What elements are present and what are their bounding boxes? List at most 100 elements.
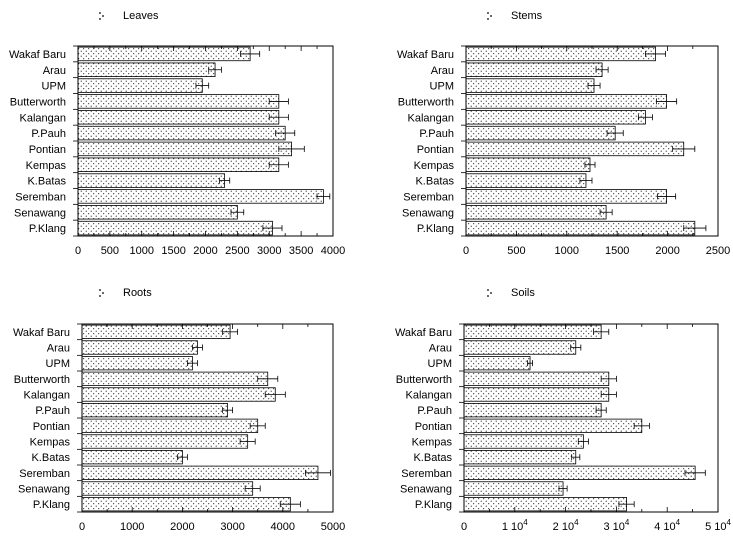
category-label-pontian: Pontian (33, 421, 70, 433)
category-label-kalangan: Kalangan (408, 112, 455, 124)
category-label-seremban: Seremban (19, 468, 70, 480)
bar-wakaf-baru (77, 46, 251, 62)
category-label-arau: Arau (431, 65, 454, 77)
bar-arau (465, 62, 603, 77)
bar-senawang (465, 205, 607, 220)
bar-arau (77, 62, 216, 77)
bar-k-batas (77, 173, 226, 188)
category-label-p-klang: P.Klang (415, 499, 452, 511)
category-label-k-batas: K.Batas (27, 176, 66, 188)
category-label-p-pauh: P.Pauh (417, 405, 452, 417)
panel-roots: Roots Wakaf Baru Arau UPM Butterworth Kalanga… (13, 287, 345, 533)
category-label-k-batas: K.Batas (415, 176, 454, 188)
bar-p-klang (77, 220, 273, 236)
bar-seremban (81, 465, 319, 480)
bar-k-batas (81, 450, 183, 465)
bar-wakaf-baru (465, 46, 656, 62)
category-label-p-pauh: P.Pauh (419, 128, 454, 140)
bar-arau (81, 340, 198, 355)
x-tick-label: 0 (79, 521, 85, 533)
legend-label: Leaves (123, 10, 159, 22)
x-tick-label: 1 104 (502, 518, 528, 533)
bar-butterworth (463, 371, 610, 386)
x-tick-label: 1500 (161, 245, 185, 257)
category-label-butterworth: Butterworth (398, 96, 454, 108)
bar-kalangan (465, 110, 646, 125)
bar-pontian (81, 418, 259, 433)
bar-seremban (463, 465, 696, 480)
bar-p-klang (465, 220, 696, 236)
bar-p-klang (463, 497, 627, 512)
category-label-pontian: Pontian (415, 421, 452, 433)
x-tick-label: 4000 (321, 245, 345, 257)
category-label-kempas: Kempas (26, 160, 67, 172)
category-label-kempas: Kempas (412, 437, 453, 449)
x-tick-label: 2000 (193, 245, 217, 257)
x-tick-label: 5000 (321, 521, 345, 533)
legend-label: Soils (511, 287, 535, 299)
panel-stems: Stems Wakaf Baru Arau UPM Butterworth Kalanga… (397, 10, 730, 257)
x-tick-label: 4000 (271, 521, 295, 533)
bar-kempas (81, 434, 249, 449)
bar-senawang (77, 205, 238, 220)
x-tick-label: 3000 (257, 245, 281, 257)
x-tick-label: 1000 (130, 245, 154, 257)
legend-dot (490, 292, 492, 294)
bar-pontian (465, 141, 685, 157)
category-label-arau: Arau (43, 65, 66, 77)
category-label-k-batas: K.Batas (413, 452, 452, 464)
category-label-arau: Arau (429, 343, 452, 355)
x-tick-label: 0 (75, 245, 81, 257)
legend-label: Stems (511, 10, 543, 22)
legend-dot (487, 18, 489, 20)
legend-marker-leaves (99, 12, 104, 20)
x-tick-label: 2500 (706, 245, 730, 257)
x-tick-label: 3000 (220, 521, 244, 533)
bar-arau (463, 340, 577, 355)
panel-leaves: Leaves Wakaf Baru Arau UPM Butterworth Kalang… (9, 10, 345, 257)
x-tick-label: 500 (507, 245, 525, 257)
bar-upm (81, 356, 193, 371)
category-label-p-klang: P.Klang (33, 499, 70, 511)
category-label-senawang: Senawang (400, 484, 452, 496)
legend-marker-soils (487, 289, 492, 297)
bar-senawang (463, 481, 564, 496)
bar-butterworth (77, 94, 280, 109)
legend-dot (487, 12, 489, 14)
bar-kalangan (77, 110, 280, 125)
category-label-kalangan: Kalangan (20, 112, 67, 124)
legend-dot (99, 18, 101, 20)
x-tick-label: 2 104 (553, 518, 579, 533)
legend-dot (99, 289, 101, 291)
bar-upm (463, 356, 531, 371)
x-tick-label: 1000 (120, 521, 144, 533)
x-tick-label: 2000 (170, 521, 194, 533)
category-label-seremban: Seremban (15, 191, 66, 203)
category-label-p-klang: P.Klang (29, 223, 66, 235)
bar-pontian (77, 141, 292, 157)
category-label-p-pauh: P.Pauh (35, 405, 70, 417)
legend-dot (102, 15, 104, 17)
category-label-upm: UPM (430, 81, 454, 93)
bar-p-pauh (81, 403, 228, 418)
category-label-upm: UPM (428, 358, 452, 370)
bar-senawang (81, 481, 254, 496)
category-label-pontian: Pontian (417, 144, 454, 156)
bar-wakaf-baru (463, 324, 602, 339)
category-label-wakaf-baru: Wakaf Baru (9, 49, 66, 61)
bar-k-batas (465, 173, 587, 188)
x-tick-label: 1500 (605, 245, 629, 257)
category-label-k-batas: K.Batas (31, 452, 70, 464)
category-label-kempas: Kempas (414, 160, 455, 172)
bar-p-pauh (465, 125, 616, 141)
category-label-kalangan: Kalangan (406, 390, 453, 402)
bar-butterworth (81, 371, 269, 386)
category-label-wakaf-baru: Wakaf Baru (397, 49, 454, 61)
x-tick-label: 2000 (655, 245, 679, 257)
x-tick-label: 500 (101, 245, 119, 257)
panel-soils: Soils Wakaf Baru Arau UPM Butterworth Kalanga… (395, 287, 732, 533)
bar-kalangan (463, 387, 610, 402)
category-label-kempas: Kempas (30, 437, 71, 449)
bar-kempas (463, 434, 584, 449)
